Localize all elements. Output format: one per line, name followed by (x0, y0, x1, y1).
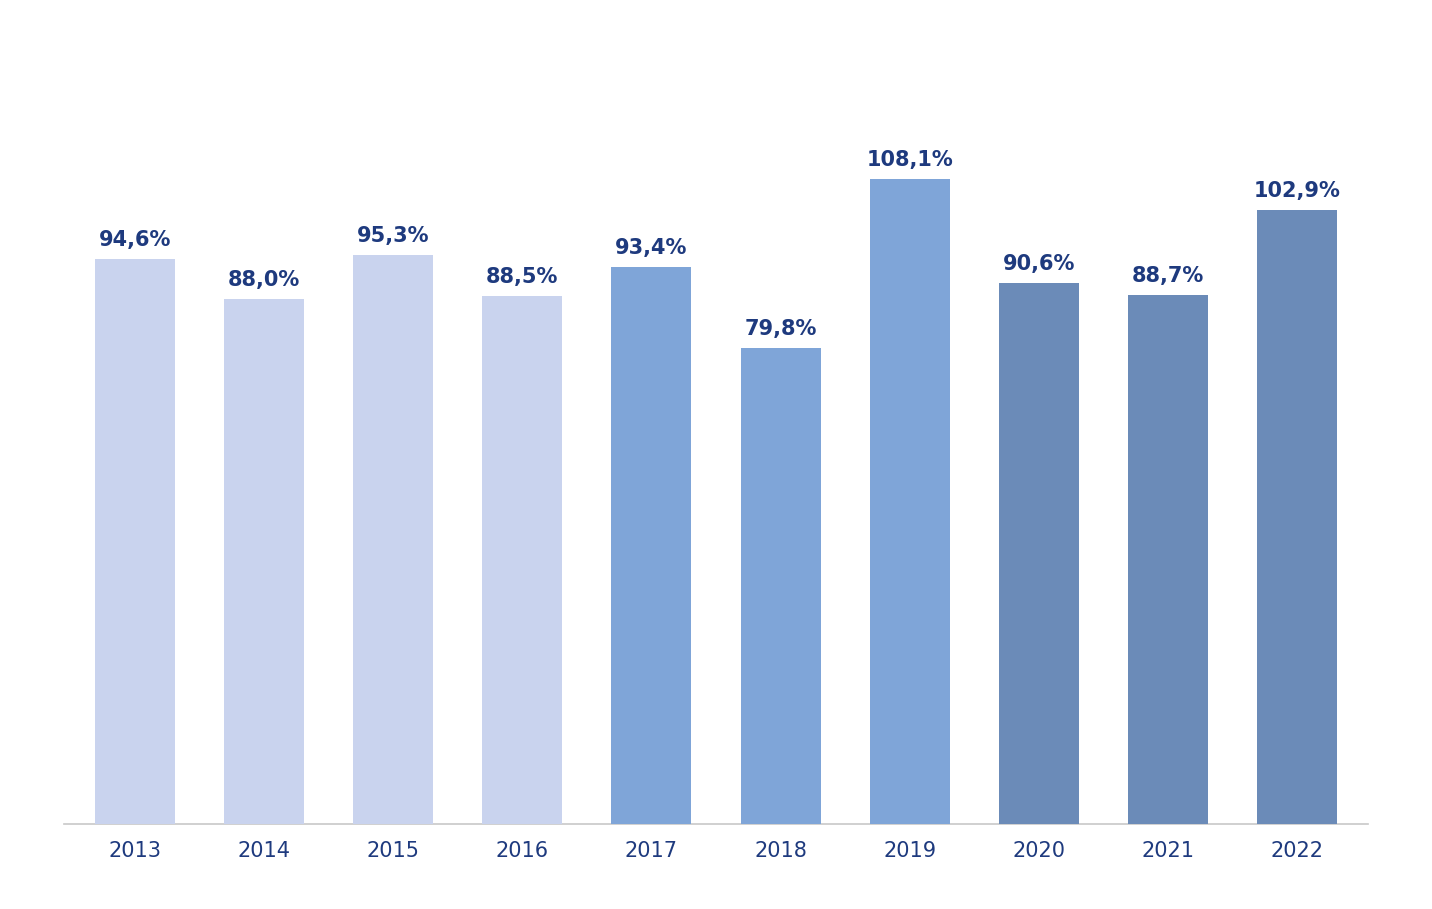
Text: 88,7%: 88,7% (1131, 265, 1204, 285)
Bar (611, 266, 692, 824)
Text: 108,1%: 108,1% (866, 150, 954, 170)
Bar (869, 179, 949, 824)
Bar (483, 295, 563, 824)
Bar (354, 255, 432, 824)
Bar (95, 259, 175, 824)
Text: 88,0%: 88,0% (228, 270, 301, 290)
Text: 94,6%: 94,6% (99, 231, 170, 251)
Text: 90,6%: 90,6% (1002, 255, 1075, 275)
Bar (1128, 295, 1209, 824)
Text: 88,5%: 88,5% (485, 267, 558, 287)
Bar (1000, 284, 1078, 824)
Text: 95,3%: 95,3% (357, 226, 430, 246)
Bar (740, 348, 821, 824)
Text: 93,4%: 93,4% (616, 237, 687, 257)
Text: 79,8%: 79,8% (745, 319, 816, 339)
Bar (223, 299, 304, 824)
Bar (1257, 210, 1337, 824)
Text: 102,9%: 102,9% (1254, 181, 1340, 201)
